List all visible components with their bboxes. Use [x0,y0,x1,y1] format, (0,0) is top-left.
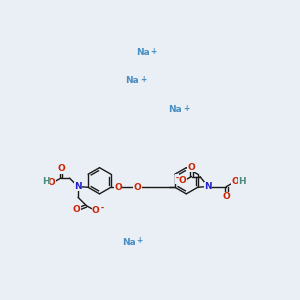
Text: O: O [92,206,100,215]
Text: +: + [137,236,143,245]
Text: O: O [232,177,240,186]
Text: O: O [114,183,122,192]
Text: Na: Na [169,105,182,114]
Text: O: O [188,163,195,172]
Text: -: - [100,204,103,213]
Text: O: O [223,192,230,201]
Text: O: O [48,178,56,187]
Text: O: O [73,205,80,214]
Text: +: + [151,47,157,56]
Text: H: H [42,177,49,186]
Text: N: N [204,182,212,191]
Text: H: H [238,177,246,186]
Text: Na: Na [125,76,139,85]
Text: +: + [183,104,190,113]
Text: O: O [134,183,141,192]
Text: N: N [74,182,82,191]
Text: Na: Na [136,48,150,57]
Text: Na: Na [122,238,136,247]
Text: O: O [57,164,65,173]
Text: O: O [178,176,186,185]
Text: +: + [140,75,146,84]
Text: -: - [175,174,178,183]
